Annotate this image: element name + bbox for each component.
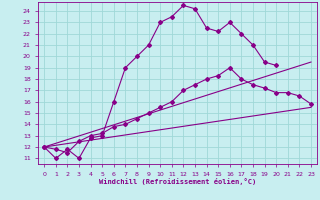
X-axis label: Windchill (Refroidissement éolien,°C): Windchill (Refroidissement éolien,°C)	[99, 178, 256, 185]
